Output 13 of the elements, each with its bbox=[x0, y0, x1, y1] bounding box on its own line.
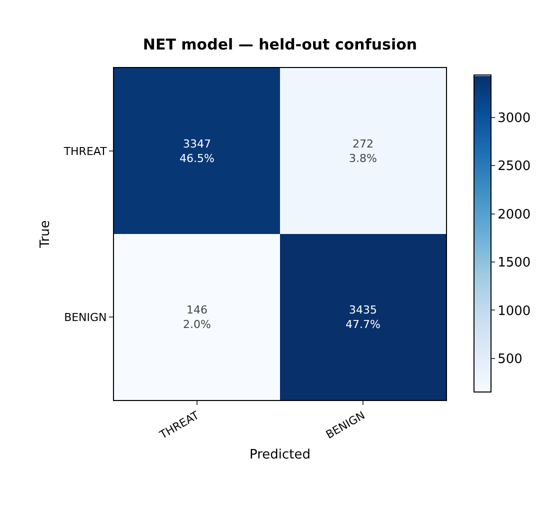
data-label: 3435 47.7% bbox=[346, 304, 380, 331]
color-bar-label: 2500 bbox=[498, 159, 531, 174]
color-bar-label: 500 bbox=[498, 352, 522, 367]
x-axis-title: Predicted bbox=[249, 448, 311, 463]
color-bar-label: 1500 bbox=[498, 256, 531, 271]
color-bar-label: 3000 bbox=[498, 110, 531, 126]
color-bar-label: 1000 bbox=[498, 304, 531, 319]
color-bar-label: 2000 bbox=[498, 207, 531, 222]
data-label: 272 3.8% bbox=[349, 138, 377, 165]
data-label: 3347 46.5% bbox=[180, 138, 214, 165]
data-label: 146 2.0% bbox=[183, 304, 211, 331]
chart-title: NET model — held-out confusion bbox=[142, 35, 418, 54]
y-axis-title: True bbox=[38, 220, 53, 249]
